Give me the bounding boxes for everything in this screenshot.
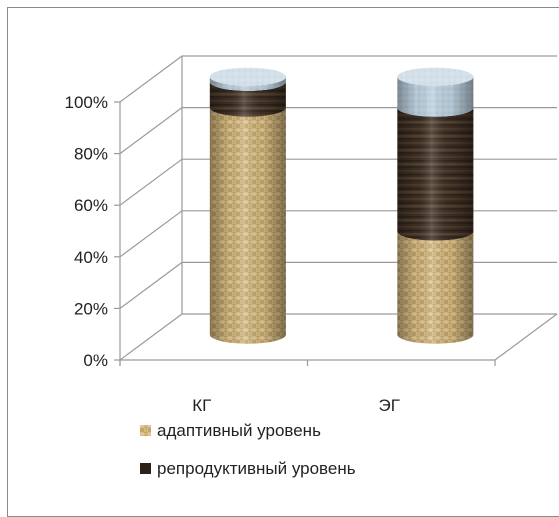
- bar-segment-shade: [397, 231, 474, 344]
- gridline: [119, 261, 557, 309]
- y-tick-label: 0%: [83, 351, 108, 370]
- chart-container: 0% 20% 40% 60% 80% 100% КГ ЭГ адаптивный урове…: [7, 7, 559, 517]
- y-tick-label: 40%: [74, 248, 108, 267]
- bar-segment-shade: [397, 76, 474, 117]
- y-tick-label: 60%: [74, 196, 108, 215]
- bar-stack: [397, 67, 474, 344]
- gridline: [119, 106, 557, 155]
- gridline: [119, 55, 557, 103]
- bar-segment-shade: [397, 107, 474, 241]
- x-category-label: КГ: [192, 396, 211, 415]
- legend-swatch: [140, 425, 151, 436]
- bar-segment-shade: [209, 76, 286, 91]
- chart-walls: [119, 55, 558, 366]
- bar-top-cap: [209, 67, 286, 86]
- legend-swatch: [140, 463, 151, 474]
- x-category-label: ЭГ: [379, 396, 400, 415]
- stacked-cylinder-chart: 0% 20% 40% 60% 80% 100% КГ ЭГ адаптивный урове…: [65, 55, 558, 478]
- x-axis-categories: КГ ЭГ: [192, 396, 400, 415]
- bar-stack: [209, 67, 286, 344]
- y-tick-label: 20%: [74, 299, 108, 318]
- chart-bars: [209, 67, 474, 344]
- bar-top-cap: [397, 67, 474, 86]
- legend-label: адаптивный уровень: [157, 421, 321, 440]
- legend: адаптивный уровень репродуктивный уровень: [140, 421, 356, 478]
- gridline: [119, 210, 557, 258]
- legend-label: репродуктивный уровень: [157, 459, 356, 478]
- y-tick-label: 80%: [74, 145, 108, 164]
- bar-top-cap-highlight: [397, 67, 474, 86]
- y-tick-label: 100%: [65, 93, 108, 112]
- bar-segment-shade: [209, 81, 286, 117]
- bar-segment-shade: [209, 107, 286, 344]
- y-axis-ticks: 0% 20% 40% 60% 80% 100%: [65, 93, 120, 370]
- floor-edge: [494, 313, 558, 361]
- bar-top-cap-highlight: [209, 67, 286, 86]
- gridline: [119, 313, 557, 361]
- gridline: [119, 158, 557, 206]
